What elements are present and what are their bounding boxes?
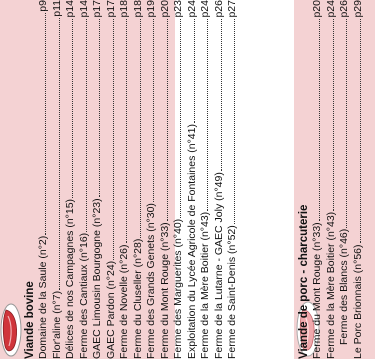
item-page: p14: [77, 0, 90, 18]
list-item: Ferme de Novelle (n°26) p18: [118, 0, 132, 359]
item-label: GAEC Pardon (n°24): [104, 260, 117, 359]
dot-leader: [358, 18, 361, 244]
item-page: p14: [64, 0, 76, 18]
item-label: Flor'aline (n°7): [50, 290, 63, 359]
list-item: Flor'aline (n°7) p11: [51, 0, 65, 359]
item-label: Ferme des Cantiaux (n°16): [77, 232, 90, 359]
list-item: Ferme du Mont Rouge (n°33) p20: [311, 0, 325, 359]
list-item: Délices de nos Campagnes (n°15) p14: [64, 0, 78, 359]
item-label: Ferme de la Mère Boitier (n°43): [199, 211, 211, 359]
dot-leader: [165, 18, 168, 222]
list-item: GAEC Pardon (n°24) p17: [105, 0, 119, 359]
beef-panel: [0, 0, 175, 359]
list-item: Ferme des Blancs (n°46) p26: [338, 0, 352, 359]
item-page: p11: [50, 0, 63, 17]
list-item: Ferme de Saint-Denis (n°52) p27: [226, 0, 240, 359]
item-label: Ferme du Mont Rouge (n°33): [311, 222, 323, 359]
list-item: Domaine de la Saule (n°2) p9: [37, 0, 51, 359]
item-page: p17: [104, 0, 117, 18]
dot-leader: [138, 18, 141, 238]
list-item: Ferme du Mont Rouge (n°33) p20: [159, 0, 173, 359]
item-page: p29: [351, 0, 364, 18]
item-page: p26: [212, 0, 225, 18]
pork-cut-icon: [296, 301, 320, 357]
dot-leader: [98, 18, 100, 198]
item-label: Ferme de Saint-Denis (n°52): [226, 225, 238, 359]
item-page: p26: [338, 0, 350, 18]
dot-leader: [111, 18, 114, 260]
dot-leader: [44, 12, 46, 235]
list-item: Ferme des Cantiaux (n°16) p14: [78, 0, 92, 359]
dot-leader: [345, 18, 347, 228]
dot-leader: [331, 18, 334, 211]
pork-panel: [294, 0, 375, 359]
item-label: Ferme de la Mère Boitier (n°43): [324, 211, 337, 359]
item-page: p24: [185, 0, 198, 18]
dot-leader: [152, 18, 154, 203]
pork-section: Viande de porc - charcuterie Ferme du Mo…: [298, 0, 375, 359]
item-page: p23: [172, 0, 184, 18]
list-item: Ferme des Marguerites (n°40) p23: [172, 0, 186, 359]
list-item: Ferme de la Mère Boitier (n°43) p24: [199, 0, 213, 359]
section-title: Viande bovine: [24, 281, 36, 359]
item-label: Délices de nos Campagnes (n°15): [64, 198, 76, 359]
item-page: p24: [199, 0, 211, 18]
dot-leader: [192, 18, 195, 124]
item-label: Ferme du Mont Rouge (n°33): [158, 222, 171, 359]
item-page: p18: [131, 0, 144, 18]
dot-leader: [71, 18, 73, 198]
item-page: p20: [311, 0, 323, 18]
item-label: Exploitation du Lycée Agricole de Fontai…: [185, 124, 198, 359]
item-label: Ferme de la Lutarne - GAEC Joly (n°49): [212, 172, 225, 359]
item-label: Ferme du Cluseller (n°28): [131, 238, 144, 359]
pork-list: Ferme du Mont Rouge (n°33) p20 Ferme de la…: [311, 0, 365, 359]
item-label: Le Porc Brionnais (n°56): [351, 244, 364, 359]
dot-leader: [57, 17, 60, 290]
list-item: GAEC Limousin Bourgogne (n°23) p17: [91, 0, 105, 359]
item-page: p19: [145, 0, 157, 18]
item-page: p18: [118, 0, 130, 18]
item-page: p24: [324, 0, 337, 18]
list-item: Le Porc Brionnais (n°56) p29: [352, 0, 366, 359]
item-page: p20: [158, 0, 171, 18]
item-label: GAEC Limousin Bourgogne (n°23): [91, 198, 103, 359]
item-label: Domaine de la Saule (n°2): [37, 235, 49, 359]
list-item: Ferme des Grands Genets (n°30) p19: [145, 0, 159, 359]
beef-section: Viande bovine Domaine de la Saule (n°2) p…: [24, 0, 238, 359]
list-item: Ferme du Cluseller (n°28) p18: [132, 0, 146, 359]
dot-leader: [318, 18, 320, 222]
dot-leader: [233, 18, 235, 225]
item-label: Ferme des Marguerites (n°40): [172, 218, 184, 359]
item-page: p17: [91, 0, 103, 18]
list-item: Exploitation du Lycée Agricole de Fontai…: [186, 0, 200, 359]
dot-leader: [84, 18, 87, 232]
list-item: Ferme de la Mère Boitier (n°43) p24: [325, 0, 339, 359]
item-page: p27: [226, 0, 238, 18]
beef-cut-icon: [0, 303, 22, 357]
item-label: Ferme de Novelle (n°26): [118, 244, 130, 359]
item-label: Ferme des Blancs (n°46): [338, 228, 350, 345]
dot-leader: [206, 18, 208, 211]
dot-leader: [219, 18, 222, 172]
dot-leader: [125, 18, 127, 244]
item-label: Ferme des Grands Genets (n°30): [145, 203, 157, 359]
section-title: Viande de porc - charcuterie: [298, 204, 310, 359]
item-page: p9: [37, 0, 49, 12]
list-item: Ferme de la Lutarne - GAEC Joly (n°49) p2…: [213, 0, 227, 359]
beef-list: Domaine de la Saule (n°2) p9 Flor'aline (n…: [37, 0, 240, 359]
dot-leader: [179, 18, 181, 218]
